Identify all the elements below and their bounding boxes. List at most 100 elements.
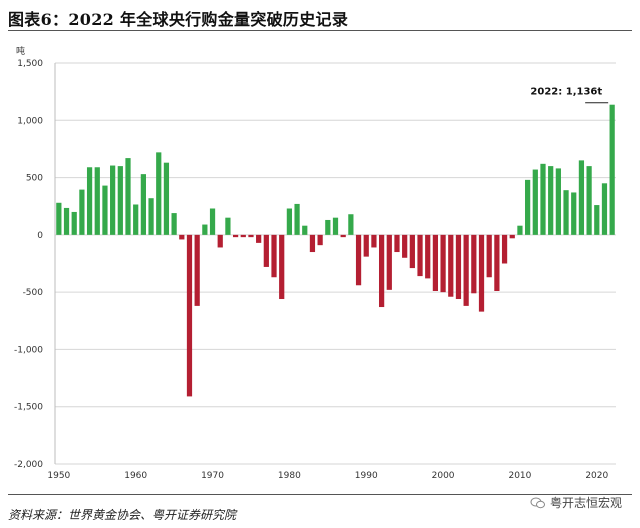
x-tick-label: 1970 [201, 471, 224, 481]
bar-1998 [425, 234, 431, 279]
source-note: 资料来源：世界黄金协会、粤开证券研究院 [8, 508, 237, 522]
bar-1977 [263, 234, 269, 267]
bar-1981 [294, 203, 300, 235]
y-tick-label: -500 [23, 288, 44, 298]
bar-1979 [279, 234, 285, 300]
bars [56, 104, 615, 397]
bar-1987 [340, 234, 346, 238]
bar-1983 [309, 234, 316, 253]
bar-1970 [209, 208, 216, 235]
bar-1999 [432, 234, 439, 291]
bar-2021 [601, 183, 608, 235]
bar-2008 [501, 234, 508, 264]
y-tick-label: -1,500 [14, 403, 43, 413]
y-tick-label: 0 [37, 231, 43, 241]
bar-1969 [202, 224, 208, 235]
bar-1990 [363, 234, 369, 257]
gridlines [54, 62, 616, 465]
bar-chart: 吨 1,500 1,000 500 0 -500 -1,000 -1,500 -2,000 1… [14, 45, 616, 481]
bar-1994 [394, 234, 400, 253]
bar-1953 [79, 189, 85, 235]
bar-1960 [133, 204, 139, 235]
bar-1980 [286, 208, 293, 235]
bar-2017 [571, 192, 577, 235]
wechat-icon [530, 497, 545, 508]
bar-2020 [594, 205, 600, 235]
y-tick-label: -2,000 [14, 460, 43, 470]
bar-1978 [271, 234, 277, 278]
bar-2013 [540, 163, 546, 235]
bar-1973 [232, 234, 239, 238]
bar-2002 [455, 234, 462, 300]
bar-1958 [117, 166, 123, 235]
bar-2014 [548, 166, 554, 235]
bar-1985 [325, 219, 331, 235]
bar-2015 [555, 168, 561, 235]
bar-1968 [194, 234, 200, 306]
bar-2001 [448, 234, 454, 297]
x-tick-label: 2020 [585, 471, 608, 481]
y-tick-label: 1,000 [17, 116, 43, 126]
bar-1952 [71, 211, 77, 235]
bar-1997 [417, 234, 423, 277]
footer-divider [8, 494, 632, 495]
bar-1954 [86, 167, 93, 235]
bar-1957 [110, 165, 116, 235]
bar-1967 [186, 234, 193, 397]
x-tick-label: 2000 [432, 471, 455, 481]
bar-1993 [386, 234, 392, 290]
bar-1976 [256, 234, 262, 243]
bar-1961 [140, 174, 146, 235]
bar-1996 [409, 234, 415, 269]
x-tick-label: 2010 [508, 471, 531, 481]
bar-1992 [378, 234, 385, 308]
bar-1971 [217, 234, 223, 248]
x-tick-labels: 1950 1960 1970 1980 1990 2000 2010 2020 [47, 471, 608, 481]
bar-2004 [471, 234, 477, 294]
bar-2022 [609, 104, 615, 235]
bar-1972 [225, 217, 231, 235]
y-tick-label: 500 [26, 174, 43, 184]
bar-2003 [463, 234, 469, 306]
bar-2019 [586, 166, 592, 235]
bar-2006 [486, 234, 492, 278]
bar-1956 [102, 185, 108, 235]
bar-1989 [355, 234, 362, 286]
bar-1951 [63, 207, 70, 235]
bar-1974 [240, 234, 246, 238]
y-tick-label: 1,500 [17, 59, 43, 69]
bar-1966 [179, 234, 185, 240]
bar-1955 [94, 167, 100, 235]
bar-1964 [163, 162, 170, 235]
x-tick-label: 1960 [124, 471, 147, 481]
bar-1965 [171, 213, 177, 235]
bar-1963 [156, 152, 162, 235]
bar-2009 [509, 234, 515, 239]
bar-1984 [317, 234, 323, 246]
y-tick-labels: 1,500 1,000 500 0 -500 -1,000 -1,500 -2,000 [14, 59, 43, 470]
bar-1991 [371, 234, 377, 248]
bar-2012 [532, 169, 538, 235]
bar-1988 [348, 214, 354, 235]
title-divider [8, 30, 632, 31]
y-axis-unit-label: 吨 [16, 45, 25, 57]
x-tick-label: 1950 [47, 471, 70, 481]
bar-1986 [332, 217, 339, 235]
y-tick-label: -1,000 [14, 345, 43, 355]
chart-title: 图表6：2022 年全球央行购金量突破历史记录 [8, 10, 349, 29]
bar-1962 [148, 198, 154, 235]
bar-2016 [563, 190, 569, 235]
bar-1975 [248, 234, 254, 238]
x-tick-label: 1980 [278, 471, 301, 481]
annotation: 2022: 1,136t [530, 87, 609, 104]
annotation-label: 2022: 1,136t [530, 87, 602, 98]
bar-1995 [402, 234, 408, 258]
watermark-text: 粤开志恒宏观 [549, 496, 622, 510]
x-tick-label: 1990 [355, 471, 378, 481]
bar-2000 [440, 234, 446, 293]
bar-2011 [525, 179, 531, 235]
bar-2005 [478, 234, 485, 312]
watermark: 粤开志恒宏观 [530, 494, 622, 511]
bar-2010 [517, 225, 523, 235]
bar-1950 [56, 202, 62, 235]
